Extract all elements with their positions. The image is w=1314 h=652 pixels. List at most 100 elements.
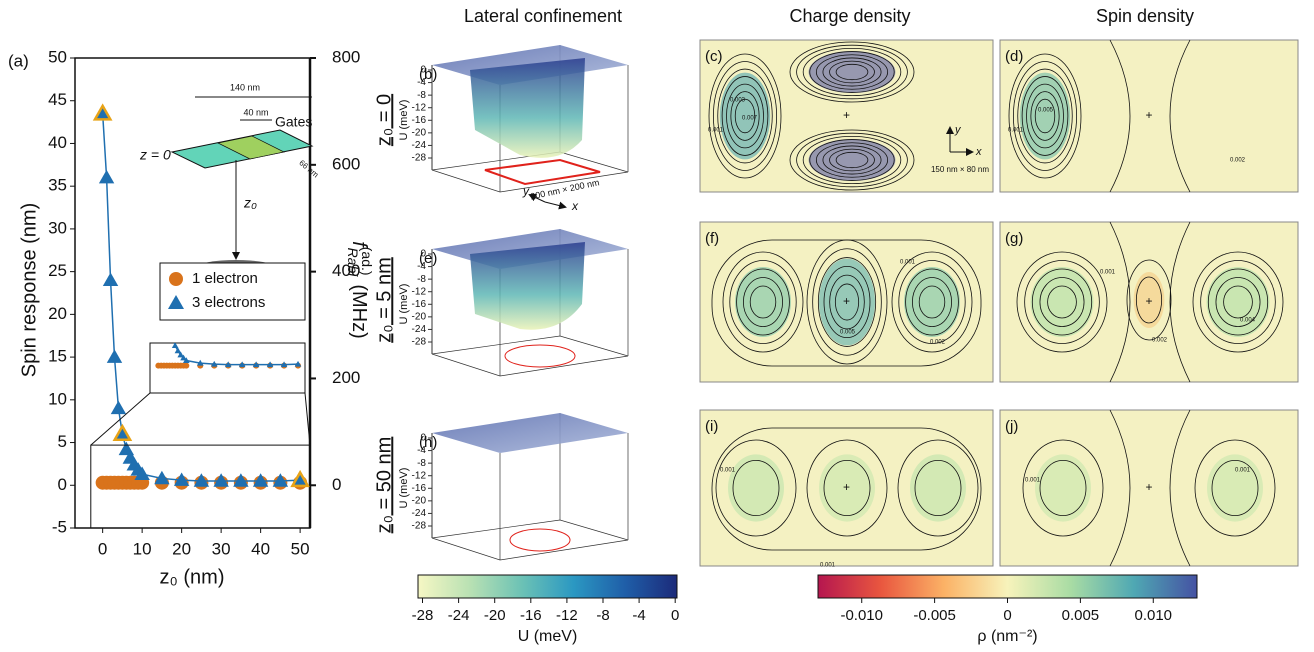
legend-marker <box>168 295 184 309</box>
data-point <box>290 469 310 488</box>
y2-tick-label: 200 <box>332 368 360 387</box>
contour <box>1109 221 1131 383</box>
panel-label: (c) <box>705 48 723 65</box>
panel-label: (j) <box>1005 418 1018 435</box>
data-point <box>224 361 232 368</box>
y2-label-sup: (ad.) <box>359 247 375 276</box>
contour-label: 0.001 <box>708 128 724 134</box>
y2-tick-label: 400 <box>332 261 360 280</box>
contour <box>796 44 908 100</box>
axis-name: y <box>522 184 530 198</box>
y2-label-main: f <box>348 241 370 249</box>
contour <box>1194 439 1276 537</box>
contour <box>1012 61 1078 171</box>
legend-marker <box>169 272 183 286</box>
legend <box>159 262 306 321</box>
data-point <box>213 473 229 487</box>
z-tick-label: -24 <box>412 140 427 151</box>
dim-label: 140 nm <box>230 82 260 92</box>
z-tick-label: -16 <box>412 299 427 310</box>
colorbar-tick-label: 0 <box>1003 607 1011 624</box>
data-point <box>280 361 288 368</box>
contour <box>1169 221 1191 383</box>
axis-name: x <box>571 199 579 213</box>
colorbar-tick-label: 0 <box>671 607 679 624</box>
y2-label-unit: (MHz) <box>348 284 370 338</box>
center-mark: + <box>843 480 850 494</box>
center-mark: + <box>843 294 850 308</box>
axis-arrow <box>544 201 567 210</box>
y-tick-label: 35 <box>48 176 67 195</box>
x-tick-label: 30 <box>212 539 231 558</box>
contour <box>1207 268 1269 336</box>
row-label: z₀ = 0 <box>373 94 395 146</box>
z-tick-label: -8 <box>417 274 426 285</box>
z-tick-label: -8 <box>417 90 426 101</box>
contour <box>802 135 902 185</box>
y-tick-label: 30 <box>48 218 67 237</box>
y-tick-label: 20 <box>48 304 67 323</box>
density-lobe <box>728 454 784 522</box>
floor <box>431 335 629 377</box>
contour-label: 0.001 <box>720 468 736 474</box>
data-point <box>180 354 187 361</box>
contour-label: 0.002 <box>930 340 946 346</box>
contour <box>812 248 882 356</box>
contour <box>1008 53 1082 179</box>
contour <box>809 51 895 93</box>
colorbar-tick-label: 0.005 <box>1062 607 1100 624</box>
colorbar <box>817 574 1198 599</box>
data-point <box>110 400 127 415</box>
contour <box>1034 98 1056 134</box>
contour <box>1017 68 1073 164</box>
contour <box>834 283 860 321</box>
data-point <box>106 349 123 363</box>
contour <box>1024 260 1100 344</box>
gate-strip <box>216 135 286 160</box>
data-point <box>154 470 170 485</box>
contour <box>715 439 797 537</box>
y2-label-sub: Rabi <box>345 248 361 278</box>
contour <box>817 257 877 347</box>
y-tick-label: 10 <box>48 389 67 408</box>
x-tick-label: 50 <box>291 539 310 558</box>
density-lobe <box>819 454 875 522</box>
z-tick-label: -12 <box>412 286 427 297</box>
data-point <box>155 140 162 146</box>
contour <box>732 459 780 516</box>
colorbar-tick-label: -0.010 <box>840 607 883 624</box>
z-tick-label: -16 <box>412 115 427 126</box>
contour <box>1200 260 1276 344</box>
z-tick-label: -4 <box>417 445 426 456</box>
z-tick-label: -4 <box>417 77 426 88</box>
y2-axis-label: f(ad.)Rabi (MHz) <box>345 241 375 339</box>
panel-label: (h) <box>419 434 437 451</box>
colorbar-tick-label: -24 <box>448 607 470 624</box>
z-tick-label: -20 <box>412 311 427 322</box>
z-tick-label: -20 <box>412 127 427 138</box>
colorbar-tick-label: -12 <box>556 607 578 624</box>
contour <box>1022 439 1104 537</box>
y-tick-label: 45 <box>48 90 67 109</box>
data-point <box>183 362 190 369</box>
contour-label: 0.001 <box>1100 270 1116 276</box>
z0-label: z₀ <box>243 195 257 211</box>
column-header: Spin density <box>1096 6 1194 26</box>
z-axis-label: U (meV) <box>398 100 410 141</box>
row-label: z₀ = 50 nm <box>373 437 395 534</box>
contour-label: 0.001 <box>1008 128 1024 134</box>
data-point <box>266 361 274 368</box>
contour <box>789 41 915 103</box>
colorbar-tick-label: -16 <box>520 607 542 624</box>
z-axis-label: U (meV) <box>398 468 410 509</box>
contour <box>712 61 778 171</box>
extent-label: 150 nm × 80 nm <box>931 165 989 174</box>
z-tick-label: -4 <box>417 261 426 272</box>
x-tick-label: 10 <box>133 539 152 558</box>
contour <box>1211 459 1259 516</box>
contour <box>1223 285 1253 319</box>
density-lobe <box>808 51 896 93</box>
y-axis-label: Spin response (nm) <box>18 203 40 378</box>
data-point <box>238 361 246 368</box>
